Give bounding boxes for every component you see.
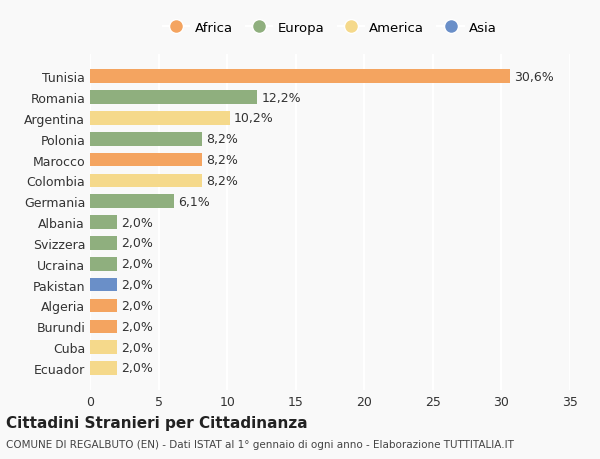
Bar <box>90 174 202 188</box>
Bar <box>90 320 118 333</box>
Text: 10,2%: 10,2% <box>234 112 274 125</box>
Bar <box>90 257 118 271</box>
Bar <box>90 341 118 354</box>
Bar <box>90 91 257 105</box>
Text: 6,1%: 6,1% <box>178 196 209 208</box>
Text: 2,0%: 2,0% <box>122 216 154 229</box>
Text: 8,2%: 8,2% <box>206 133 238 146</box>
Text: 2,0%: 2,0% <box>122 279 154 291</box>
Text: 2,0%: 2,0% <box>122 362 154 375</box>
Text: 2,0%: 2,0% <box>122 299 154 312</box>
Bar <box>90 216 118 230</box>
Text: 2,0%: 2,0% <box>122 320 154 333</box>
Text: 8,2%: 8,2% <box>206 174 238 188</box>
Bar <box>90 133 202 146</box>
Bar <box>90 70 509 84</box>
Text: COMUNE DI REGALBUTO (EN) - Dati ISTAT al 1° gennaio di ogni anno - Elaborazione : COMUNE DI REGALBUTO (EN) - Dati ISTAT al… <box>6 440 514 449</box>
Text: Cittadini Stranieri per Cittadinanza: Cittadini Stranieri per Cittadinanza <box>6 415 308 430</box>
Text: 30,6%: 30,6% <box>514 71 554 84</box>
Bar <box>90 361 118 375</box>
Bar <box>90 278 118 292</box>
Bar <box>90 195 173 208</box>
Text: 2,0%: 2,0% <box>122 341 154 354</box>
Text: 2,0%: 2,0% <box>122 257 154 271</box>
Legend: Africa, Europa, America, Asia: Africa, Europa, America, Asia <box>159 18 501 39</box>
Bar <box>90 112 230 125</box>
Text: 2,0%: 2,0% <box>122 237 154 250</box>
Bar <box>90 237 118 250</box>
Bar <box>90 153 202 167</box>
Text: 12,2%: 12,2% <box>262 91 301 104</box>
Text: 8,2%: 8,2% <box>206 154 238 167</box>
Bar <box>90 299 118 313</box>
